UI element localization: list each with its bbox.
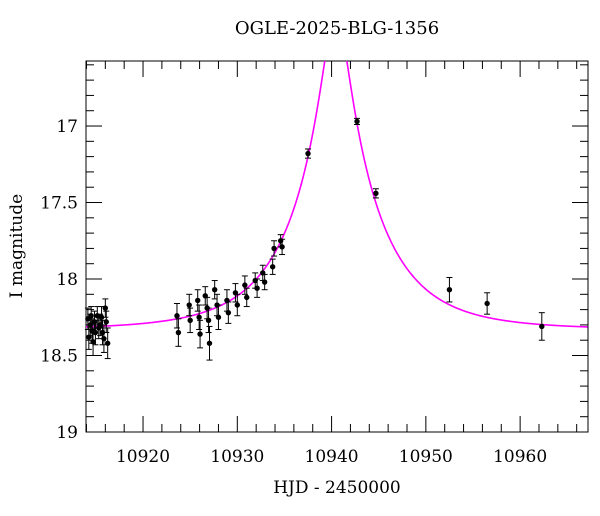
- data-point: [305, 148, 312, 159]
- data-point: [104, 327, 111, 360]
- data-point: [196, 304, 203, 330]
- data-point: [234, 293, 241, 317]
- data-point: [354, 117, 361, 125]
- axis-tick-labels: 10920 10930 10940 10950 10960 17 17.5 18 18.5 19: [40, 117, 547, 467]
- y-tick-label: 17.5: [40, 194, 78, 214]
- data-point-marker: [271, 245, 277, 252]
- data-point: [211, 280, 218, 300]
- data-point: [175, 318, 182, 347]
- data-point-marker: [197, 331, 203, 337]
- data-point: [538, 312, 545, 341]
- data-point: [254, 278, 261, 298]
- model-curve-layer: [86, 61, 588, 328]
- data-point-marker: [484, 300, 490, 307]
- x-tick-label: 10940: [305, 447, 359, 467]
- data-point-marker: [101, 335, 107, 342]
- data-point-marker: [206, 340, 213, 346]
- data-point: [102, 298, 109, 318]
- data-point-marker: [90, 339, 96, 345]
- data-point-marker: [446, 287, 453, 293]
- data-point-marker: [186, 302, 192, 308]
- data-point-marker: [175, 329, 182, 336]
- data-point-marker: [244, 294, 250, 301]
- x-tick-label: 10950: [399, 447, 453, 467]
- chart-title: OGLE-2025-BLG-1356: [235, 18, 439, 39]
- data-point-marker: [305, 150, 311, 157]
- plot-frame: [85, 60, 589, 433]
- data-point-marker: [92, 329, 99, 336]
- data-point-layer: [84, 117, 545, 361]
- data-point: [186, 293, 193, 317]
- x-tick-label: 10930: [210, 447, 264, 467]
- data-point-marker: [211, 287, 218, 293]
- data-point-marker: [539, 323, 545, 330]
- y-axis-title: I magnitude: [7, 194, 27, 298]
- data-point: [446, 276, 453, 303]
- data-point: [243, 287, 250, 308]
- data-point: [279, 238, 286, 256]
- x-tick-label: 10920: [116, 447, 170, 467]
- y-tick-label: 18.5: [40, 347, 78, 367]
- data-point: [85, 324, 92, 350]
- data-point-marker: [279, 244, 285, 250]
- data-point: [206, 325, 213, 361]
- data-point: [225, 301, 232, 324]
- data-point-marker: [354, 118, 360, 125]
- data-point-marker: [187, 317, 193, 324]
- data-point: [88, 306, 95, 326]
- data-point-marker: [195, 297, 201, 304]
- data-point-marker: [261, 279, 268, 285]
- data-point: [173, 302, 180, 329]
- data-point-marker: [174, 313, 180, 319]
- y-tick-label: 18: [56, 270, 78, 290]
- data-point-marker: [269, 264, 276, 270]
- data-point-marker: [254, 285, 260, 291]
- data-point: [269, 258, 276, 275]
- data-point-marker: [242, 282, 248, 288]
- data-point: [100, 324, 107, 353]
- data-point: [261, 273, 268, 291]
- data-point-marker: [215, 314, 222, 320]
- data-point-marker: [102, 305, 109, 311]
- data-point: [197, 319, 204, 349]
- y-tick-label: 19: [56, 423, 78, 443]
- y-tick-label: 17: [56, 117, 78, 137]
- data-point-marker: [205, 317, 212, 324]
- data-point: [241, 275, 248, 295]
- data-point: [103, 310, 110, 334]
- data-point: [205, 307, 212, 334]
- data-point: [187, 307, 194, 334]
- data-point-marker: [225, 309, 232, 316]
- data-point-marker: [103, 319, 109, 325]
- data-point-marker: [88, 313, 94, 319]
- data-point-marker: [104, 340, 111, 346]
- x-tick-label: 10960: [493, 447, 547, 467]
- data-point-marker: [373, 190, 379, 197]
- model-curve: [86, 61, 588, 328]
- data-point-marker: [234, 302, 241, 308]
- data-point-marker: [98, 314, 105, 320]
- data-point: [215, 304, 222, 330]
- axis-ticks: [85, 61, 588, 433]
- data-point: [484, 292, 491, 315]
- data-point: [372, 188, 379, 199]
- data-point: [223, 289, 230, 312]
- data-point: [194, 289, 201, 312]
- plot-border: [85, 60, 589, 433]
- data-point-marker: [196, 314, 202, 320]
- x-axis-title: HJD - 2450000: [273, 478, 401, 498]
- data-point: [271, 240, 278, 257]
